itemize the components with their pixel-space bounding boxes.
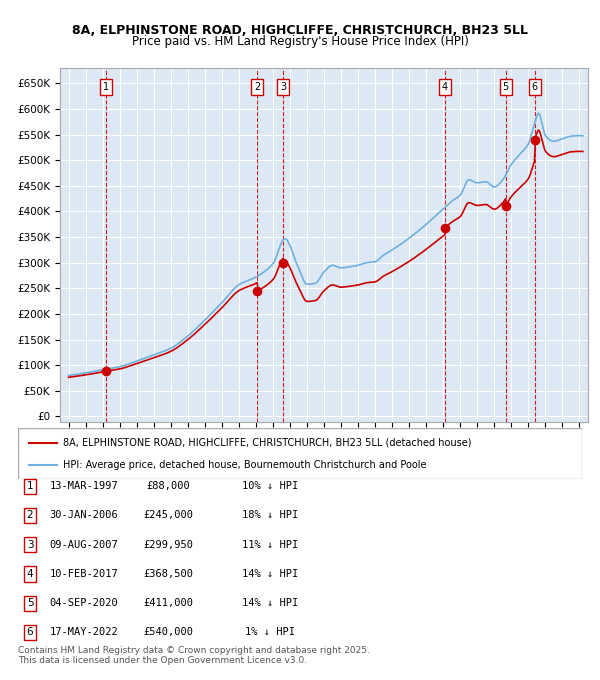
Text: 14% ↓ HPI: 14% ↓ HPI	[242, 569, 298, 579]
Text: 8A, ELPHINSTONE ROAD, HIGHCLIFFE, CHRISTCHURCH, BH23 5LL (detached house): 8A, ELPHINSTONE ROAD, HIGHCLIFFE, CHRIST…	[63, 438, 472, 447]
Text: £540,000: £540,000	[143, 628, 193, 637]
Text: £245,000: £245,000	[143, 511, 193, 520]
Text: 10% ↓ HPI: 10% ↓ HPI	[242, 481, 298, 491]
Text: £299,950: £299,950	[143, 540, 193, 549]
Text: 17-MAY-2022: 17-MAY-2022	[50, 628, 118, 637]
Text: 14% ↓ HPI: 14% ↓ HPI	[242, 598, 298, 608]
Text: 2: 2	[254, 82, 260, 92]
Text: 30-JAN-2006: 30-JAN-2006	[50, 511, 118, 520]
Text: 3: 3	[26, 540, 34, 549]
Text: 3: 3	[280, 82, 286, 92]
Text: Price paid vs. HM Land Registry's House Price Index (HPI): Price paid vs. HM Land Registry's House …	[131, 35, 469, 48]
Text: £368,500: £368,500	[143, 569, 193, 579]
Text: 1: 1	[103, 82, 109, 92]
Text: 4: 4	[442, 82, 448, 92]
Text: HPI: Average price, detached house, Bournemouth Christchurch and Poole: HPI: Average price, detached house, Bour…	[63, 460, 427, 470]
FancyBboxPatch shape	[18, 428, 582, 479]
Text: 4: 4	[26, 569, 34, 579]
Text: Contains HM Land Registry data © Crown copyright and database right 2025.
This d: Contains HM Land Registry data © Crown c…	[18, 645, 370, 665]
Text: £411,000: £411,000	[143, 598, 193, 608]
Text: 6: 6	[532, 82, 538, 92]
Text: 18% ↓ HPI: 18% ↓ HPI	[242, 511, 298, 520]
Text: 1: 1	[26, 481, 34, 491]
Text: 5: 5	[26, 598, 34, 608]
Text: 04-SEP-2020: 04-SEP-2020	[50, 598, 118, 608]
Text: 1% ↓ HPI: 1% ↓ HPI	[245, 628, 295, 637]
Text: £88,000: £88,000	[146, 481, 190, 491]
Text: 5: 5	[503, 82, 509, 92]
Text: 2: 2	[26, 511, 34, 520]
Text: 13-MAR-1997: 13-MAR-1997	[50, 481, 118, 491]
Text: 6: 6	[26, 628, 34, 637]
Text: 10-FEB-2017: 10-FEB-2017	[50, 569, 118, 579]
Text: 8A, ELPHINSTONE ROAD, HIGHCLIFFE, CHRISTCHURCH, BH23 5LL: 8A, ELPHINSTONE ROAD, HIGHCLIFFE, CHRIST…	[72, 24, 528, 37]
Text: 09-AUG-2007: 09-AUG-2007	[50, 540, 118, 549]
Text: 11% ↓ HPI: 11% ↓ HPI	[242, 540, 298, 549]
